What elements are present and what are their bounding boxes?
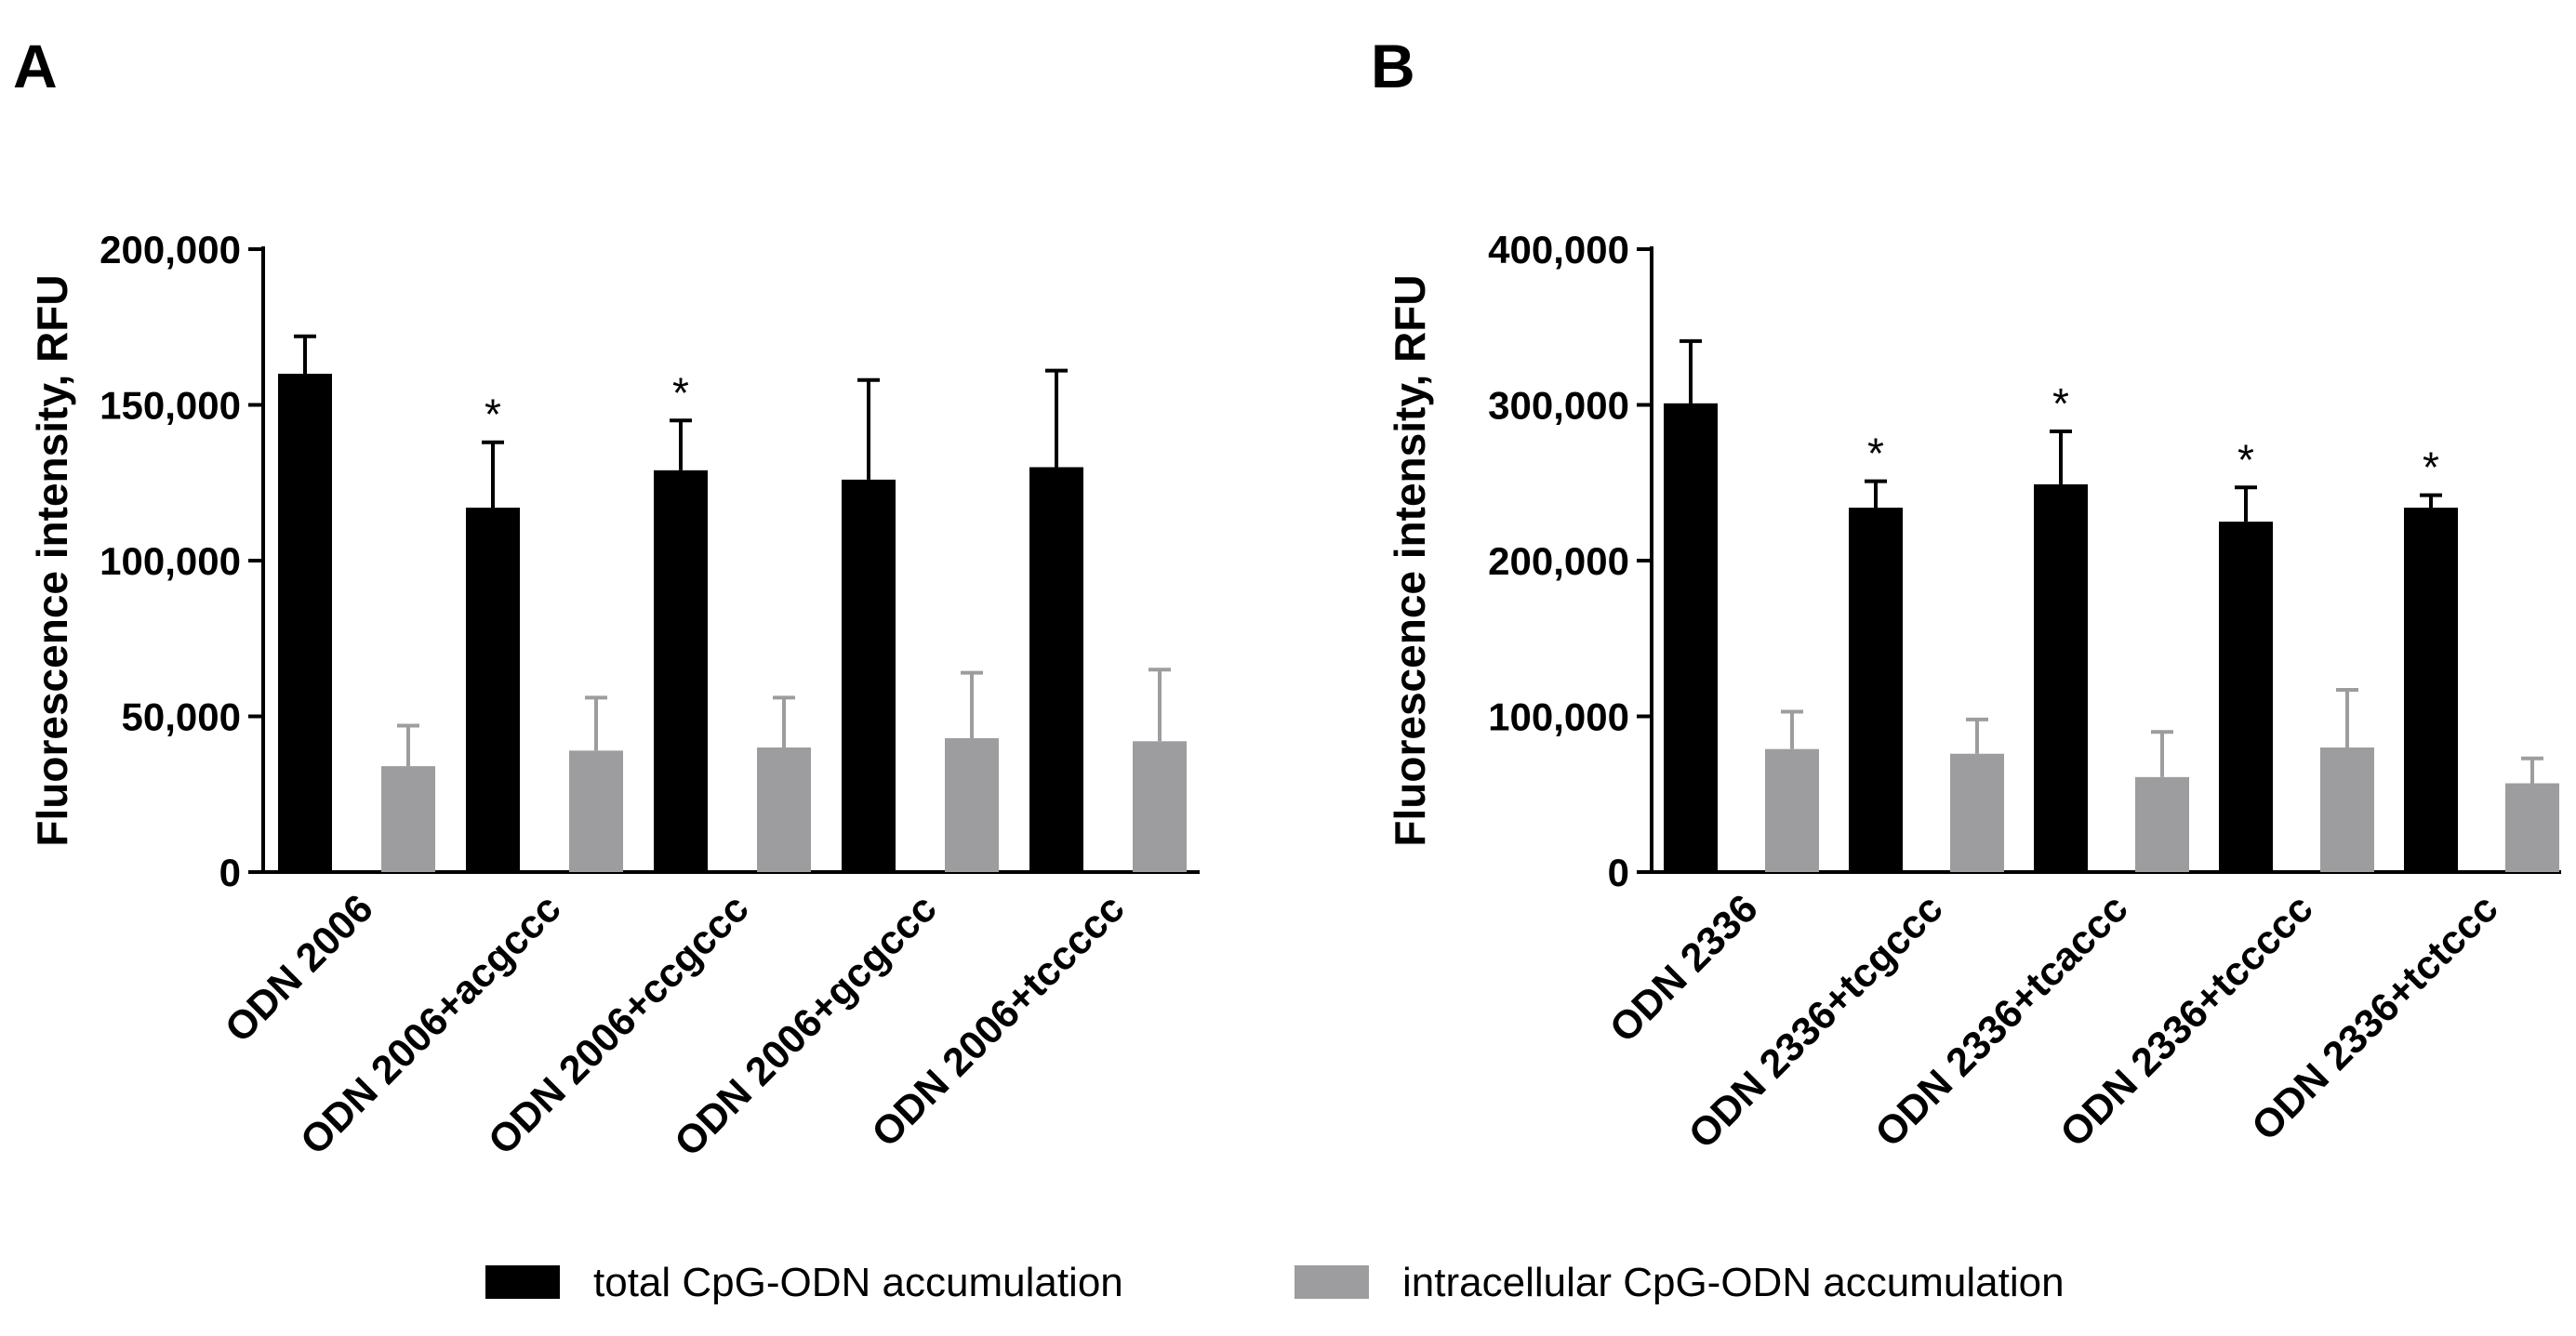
y-tick-label: 0 [219,851,241,894]
legend-swatch-intracellular [1295,1265,1369,1299]
bar-total [1849,508,1903,872]
legend-label-intracellular: intracellular CpG-ODN accumulation [1402,1260,2065,1305]
bar-intracellular [757,747,811,872]
y-axis-title: Fluorescence intensity, RFU [28,274,76,846]
bar-total [1664,403,1718,872]
x-category-label: ODN 2336 [1601,886,1767,1052]
bar-intracellular [381,766,435,872]
bar-total [1029,467,1083,872]
panel-letter: B [1371,32,1415,100]
bar-total [466,508,520,872]
panel-a-chart: A Fluorescence intensity, RFU 0 50,000 100,0… [13,32,1200,1165]
legend-swatch-total [485,1265,560,1299]
bar-intracellular [1765,748,1819,872]
significance-mark: * [485,390,501,439]
bar-total [278,374,332,872]
bar-intracellular [1950,753,2004,872]
y-tick-label: 400,000 [1488,228,1629,271]
legend: total CpG-ODN accumulation intracellular… [485,1260,2065,1305]
bar-intracellular [2135,776,2189,872]
y-axis-title: Fluorescence intensity, RFU [1386,274,1434,846]
legend-label-total: total CpG-ODN accumulation [593,1260,1123,1305]
significance-mark: * [2237,435,2254,483]
y-tick-label: 100,000 [1488,695,1629,739]
bar-intracellular [2320,747,2374,872]
bar-total [2219,522,2273,872]
x-category-label: ODN 2006 [217,886,382,1052]
y-tick-label: 100,000 [100,539,241,583]
y-tick-label: 150,000 [100,384,241,428]
bar-total [842,479,896,872]
significance-mark: * [1867,430,1884,478]
bar-total [654,470,708,872]
significance-mark: * [2052,379,2069,428]
panel-letter: A [13,32,58,100]
bar-intracellular [1133,741,1187,872]
y-tick-label: 0 [1608,851,1629,894]
panel-b-chart: B Fluorescence intensity, RFU 0 100,000 200,… [1371,32,2561,1157]
bar-intracellular [945,737,999,872]
bar-intracellular [2505,783,2559,872]
y-tick-label: 200,000 [100,228,241,271]
bar-intracellular [569,750,623,872]
significance-mark: * [2423,443,2439,492]
y-tick-label: 50,000 [122,695,241,739]
significance-mark: * [672,368,689,417]
y-tick-label: 300,000 [1488,384,1629,428]
bar-total [2034,483,2088,872]
y-tick-label: 200,000 [1488,539,1629,583]
bar-total [2404,508,2458,872]
